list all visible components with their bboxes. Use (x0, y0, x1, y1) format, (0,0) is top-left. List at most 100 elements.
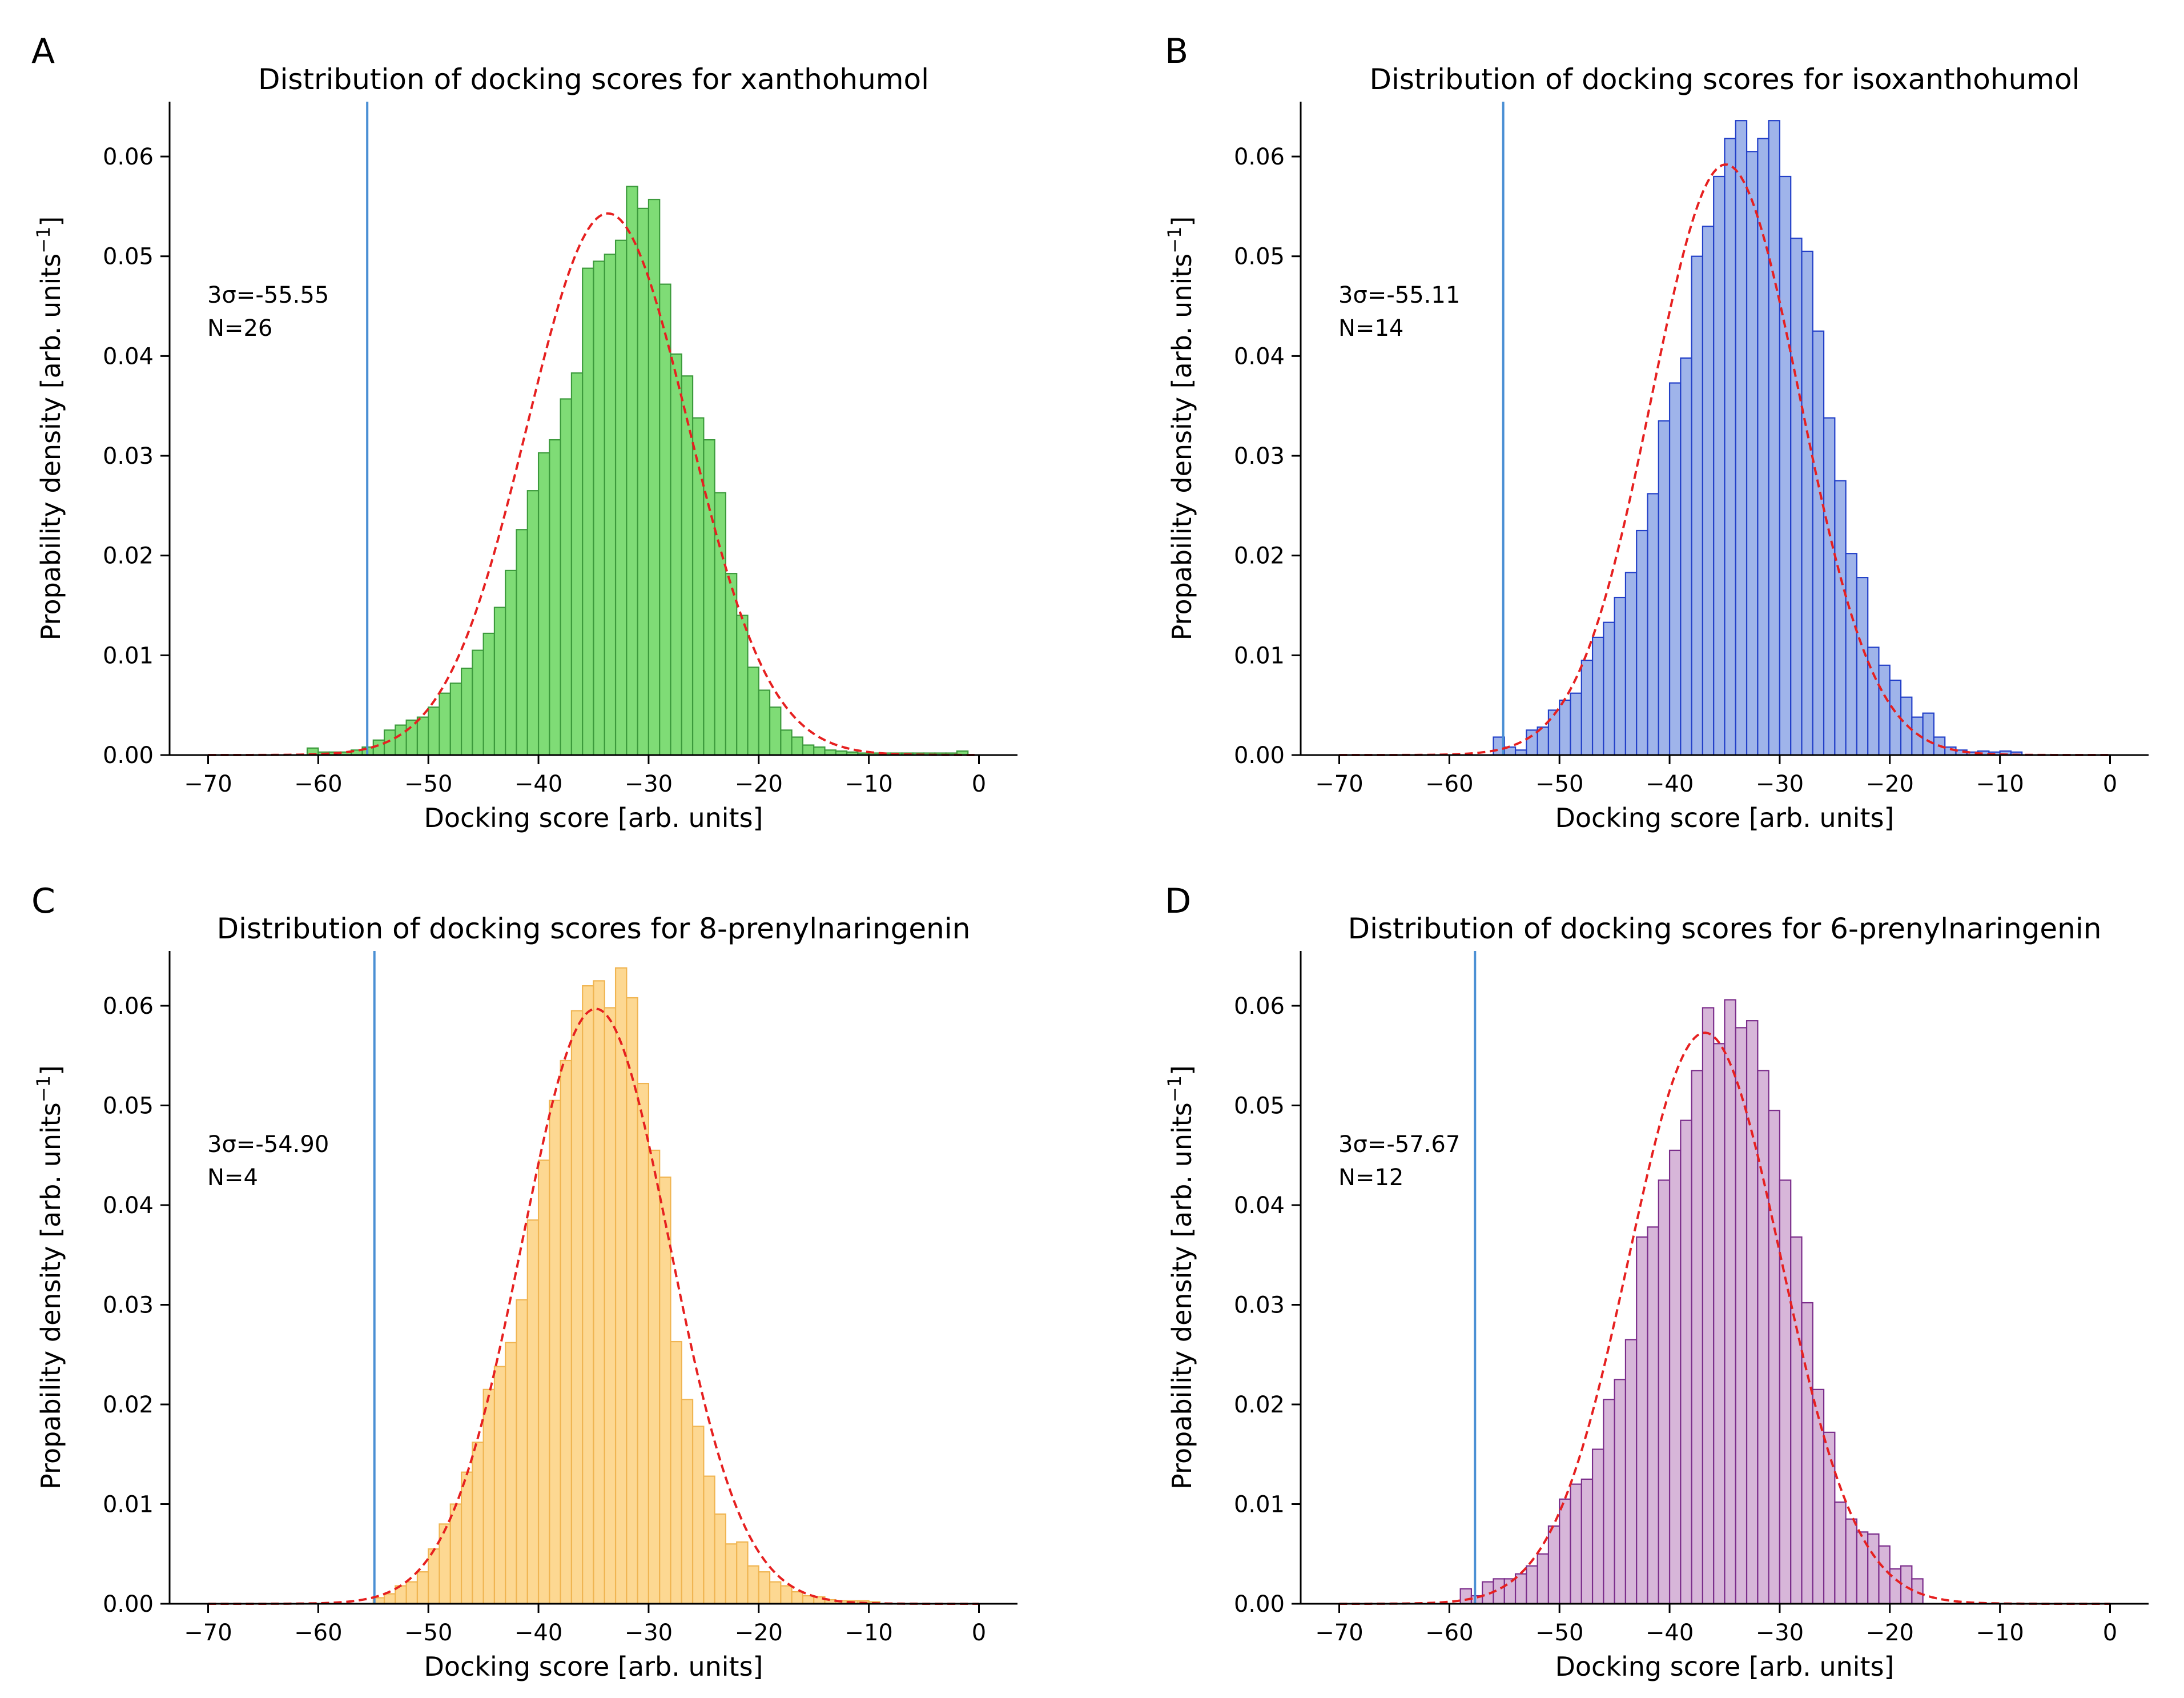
chart-title: Distribution of docking scores for 6-pre… (1348, 912, 2102, 945)
histogram-bar (1834, 480, 1847, 756)
y-tick-label: 0.04 (103, 1193, 154, 1219)
histogram-bar (1658, 1179, 1671, 1605)
histogram-bar (472, 1442, 484, 1605)
y-tick-label: 0.02 (1234, 543, 1285, 569)
histogram-bar (802, 1595, 815, 1605)
histogram-bar (1559, 1498, 1571, 1605)
y-tick-label: 0.00 (103, 742, 154, 769)
histogram-bar (1668, 1149, 1682, 1605)
histogram-bar (516, 529, 528, 756)
histogram-bar (1614, 1379, 1627, 1605)
histogram-bar (1745, 151, 1759, 756)
histogram-bar (560, 1059, 573, 1605)
histogram-bar (1647, 493, 1659, 756)
histogram-bar (593, 260, 605, 756)
histogram-bar (659, 1177, 671, 1605)
y-axis-label: Propability density [arb. units−1] (33, 1065, 66, 1490)
x-tick-label: 0 (2103, 1620, 2117, 1646)
x-tick-label: −70 (1315, 771, 1363, 797)
x-tick-label: −20 (735, 1620, 783, 1646)
x-tick-label: −30 (625, 771, 673, 797)
chart-title: Distribution of docking scores for 8-pre… (217, 912, 971, 945)
histogram-bar (1845, 1518, 1858, 1605)
histogram-bar (1834, 1501, 1847, 1605)
histogram-bar (460, 1471, 473, 1605)
histogram-bar (1658, 420, 1671, 756)
histogram-bar (1459, 1588, 1473, 1605)
y-tick-label: 0.01 (1234, 1491, 1285, 1518)
histogram-bar (1668, 382, 1682, 756)
x-tick-label: −50 (1535, 771, 1583, 797)
histogram-bar (758, 689, 771, 756)
histogram-bar (1680, 357, 1692, 756)
histogram-bar (703, 439, 715, 756)
x-tick-label: −40 (1646, 1620, 1694, 1646)
histogram-bar (1823, 1431, 1836, 1605)
histogram-bar (1713, 175, 1726, 756)
histogram-bar (1591, 1448, 1604, 1605)
histogram-bar (1570, 1483, 1582, 1605)
histogram-bar (1514, 1573, 1527, 1605)
histogram-bar (791, 736, 804, 756)
histogram-bar (537, 1159, 550, 1605)
y-tick-label: 0.06 (103, 144, 154, 170)
histogram-bar (516, 1299, 528, 1605)
x-tick-label: −40 (514, 1620, 562, 1646)
y-label-end: ] (1167, 216, 1197, 227)
histogram-bar (395, 724, 407, 756)
y-label-main: Propability density [arb. units (35, 1102, 66, 1490)
histogram-bar (560, 398, 573, 756)
histogram-bar (736, 615, 749, 756)
x-tick-label: −50 (404, 771, 452, 797)
histogram-bar (1614, 596, 1627, 756)
y-axis-label: Propability density [arb. units−1] (1164, 216, 1197, 641)
histogram-bar (769, 1581, 782, 1605)
x-tick-label: −30 (625, 1620, 673, 1646)
histogram-bar (637, 1082, 650, 1605)
histogram-bar (1735, 120, 1748, 756)
histogram-bar (1603, 1399, 1615, 1605)
panel-b: B Distribution of docking scores for isox… (1164, 31, 2149, 833)
histogram-bar (747, 667, 759, 756)
gaussian-fit-curve (1339, 163, 2110, 756)
histogram-bar (593, 980, 605, 1605)
histogram-bar (505, 569, 517, 756)
histogram-bar (1801, 250, 1813, 756)
histogram-bar (570, 1010, 584, 1605)
y-tick-label: 0.02 (103, 543, 154, 569)
histogram-bar (1636, 1236, 1648, 1605)
histogram-bar (1537, 1553, 1550, 1605)
x-tick-label: −30 (1756, 1620, 1804, 1646)
y-tick-label: 0.03 (1234, 443, 1285, 469)
histogram-bar (1580, 659, 1594, 756)
panel-label: A (31, 31, 55, 71)
histogram-bar (614, 239, 628, 756)
x-tick-label: −40 (514, 771, 562, 797)
histogram-bar (1624, 572, 1638, 756)
histogram-bar (703, 1475, 715, 1605)
y-tick-label: 0.00 (1234, 1591, 1285, 1617)
y-label-end: ] (35, 216, 66, 227)
histogram-bar (1680, 1119, 1692, 1605)
histogram-bar (472, 649, 484, 756)
histogram-bar (505, 1342, 517, 1605)
x-axis-label: Docking score [arb. units] (1555, 1651, 1894, 1682)
histogram-bars (372, 967, 881, 1605)
histogram-bar (614, 967, 628, 1605)
histogram-bar (791, 1591, 804, 1605)
panel-c: C Distribution of docking scores for 8-pr… (31, 881, 1017, 1682)
y-tick-label: 0.05 (103, 244, 154, 270)
histogram-bar (1768, 1110, 1781, 1605)
histogram-bar (647, 1149, 661, 1605)
histogram-bar (449, 1503, 462, 1605)
histogram-bar (1790, 238, 1803, 756)
y-tick-label: 0.05 (1234, 1093, 1285, 1119)
histogram-bar (1691, 255, 1704, 756)
panel-d: D Distribution of docking scores for 6-pr… (1164, 881, 2149, 1682)
histogram-bar (526, 1219, 540, 1605)
histogram-bar (813, 746, 826, 756)
histogram-bar (780, 729, 793, 756)
annotation-line: N=12 (1338, 1165, 1403, 1191)
histogram-bar (537, 452, 550, 756)
